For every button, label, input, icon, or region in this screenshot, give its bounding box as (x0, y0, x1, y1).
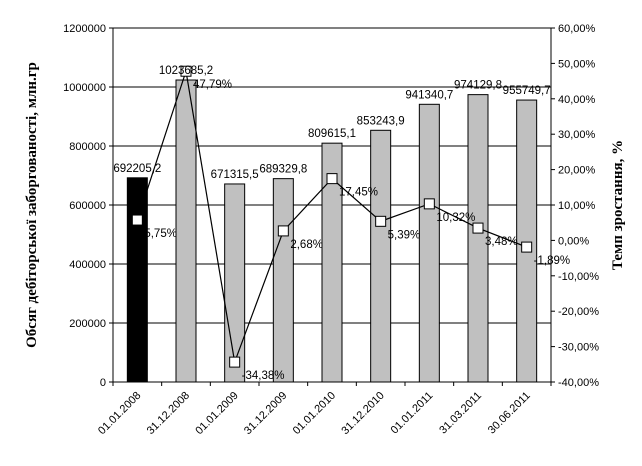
right-tick-label: 0,00% (558, 235, 589, 247)
left-ticks: 0 200000 400000 600000 800000 1000000 1200000 (63, 23, 113, 389)
bar (224, 183, 246, 383)
bar-value-label: 853243,9 (357, 115, 405, 127)
bar-value-label: 692205,2 (113, 163, 161, 175)
right-tick-label: 60,00% (558, 23, 596, 35)
left-tick-label: 200000 (69, 318, 106, 330)
y-axis-left-title: Обсяг дебіторської заборгованості, млн.г… (24, 62, 40, 348)
x-tick-label: 31.12.2009 (242, 390, 289, 437)
growth-marker (277, 225, 289, 237)
bar-value-label: 955749,7 (503, 85, 551, 97)
right-tick-label: -20,00% (558, 306, 599, 318)
growth-marker (521, 241, 533, 253)
x-ticks: 01.01.2008 31.12.2008 01.01.2009 31.12.2009… (96, 382, 552, 437)
x-tick-label: 30.06.2011 (486, 390, 533, 437)
bar (418, 103, 440, 383)
growth-value-label: -34,38% (242, 370, 285, 382)
bar-value-label: 809615,1 (308, 128, 356, 140)
growth-value-label: 3,48% (485, 236, 518, 248)
x-tick-label: 01.01.2008 (96, 390, 143, 437)
x-tick-label: 01.01.2010 (291, 390, 338, 437)
growth-value-label: 5,39% (388, 229, 421, 241)
bar-labels: 692205,2 1023685,2 671315,5 689329,8 809615,… (113, 65, 550, 181)
right-tick-label: 40,00% (558, 94, 596, 106)
left-tick-label: 400000 (69, 259, 106, 271)
bars (126, 79, 538, 383)
x-tick-label: 01.01.2009 (193, 390, 240, 437)
right-tick-label: 30,00% (558, 129, 596, 141)
growth-value-label: 10,32% (436, 212, 475, 224)
right-tick-label: 20,00% (558, 165, 596, 177)
right-tick-label: 50,00% (558, 58, 596, 70)
growth-marker (131, 214, 143, 226)
bar-value-label: 1023685,2 (159, 65, 213, 77)
left-tick-label: 1200000 (63, 23, 106, 35)
bar (126, 177, 148, 383)
line-labels: 5,75% 47,79% -34,38% 2,68% 17,45% 5,39% 10,32%… (144, 79, 570, 382)
left-tick-label: 0 (100, 377, 106, 389)
bar-value-label: 974129,8 (454, 80, 502, 92)
y-axis-right-title: Темп зростання, % (610, 140, 626, 270)
right-ticks: -40,00% -30,00% -20,00% -10,00% 0,00% 10,00% 2… (551, 23, 599, 389)
right-tick-label: 10,00% (558, 200, 596, 212)
bar (370, 129, 392, 383)
growth-marker (326, 173, 338, 185)
growth-value-label: 47,79% (193, 79, 232, 91)
bar-value-label: 689329,8 (259, 164, 307, 176)
bar-value-label: 671315,5 (211, 169, 259, 181)
left-tick-label: 800000 (69, 141, 106, 153)
right-tick-label: -40,00% (558, 377, 599, 389)
growth-value-label: 17,45% (339, 187, 378, 199)
growth-value-label: 5,75% (144, 228, 177, 240)
growth-marker (229, 356, 241, 368)
left-tick-label: 600000 (69, 200, 106, 212)
right-tick-label: -30,00% (558, 342, 599, 354)
growth-marker (472, 222, 484, 234)
growth-line (131, 65, 533, 368)
growth-value-label: -1,89% (534, 255, 570, 267)
bar (272, 178, 294, 383)
bar (516, 99, 538, 383)
right-tick-label: -10,00% (558, 271, 599, 283)
x-tick-label: 01.01.2011 (389, 390, 436, 437)
growth-marker (375, 215, 387, 227)
left-tick-label: 1000000 (63, 82, 106, 94)
growth-marker (423, 198, 435, 210)
growth-value-label: 2,68% (290, 239, 323, 251)
x-tick-label: 31.12.2010 (339, 390, 386, 437)
bar-value-label: 941340,7 (405, 89, 453, 101)
x-tick-label: 31.03.2011 (437, 390, 484, 437)
growth-marker (180, 65, 192, 77)
bar (175, 79, 197, 383)
x-tick-label: 31.12.2008 (145, 390, 192, 437)
